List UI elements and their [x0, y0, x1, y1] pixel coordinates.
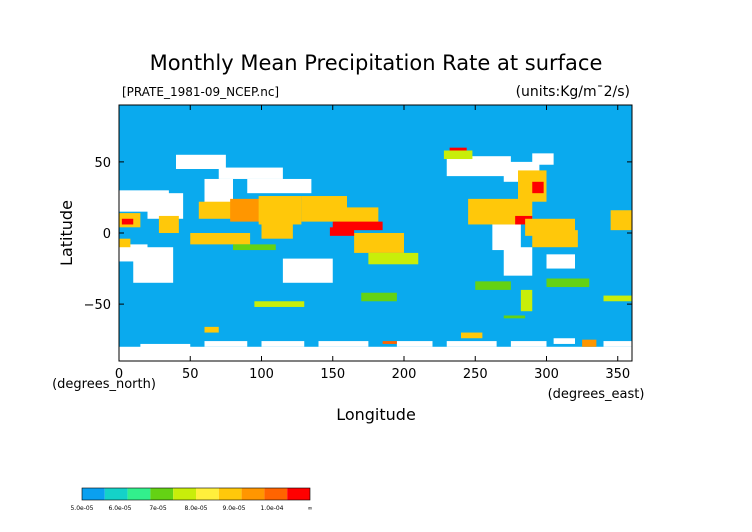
no-data-cell [492, 224, 521, 251]
precip-cell [261, 215, 293, 239]
precip-cell [443, 150, 473, 160]
no-data-cell [318, 341, 369, 347]
precip-cell [158, 215, 179, 233]
no-data-cell [510, 341, 547, 347]
y-axis-ticks: 50 0 −50 [84, 156, 632, 313]
x-tick-label: 50 [182, 367, 199, 382]
x-tick-label: 250 [463, 367, 488, 382]
x-axis-label: Longitude [336, 405, 416, 424]
precip-cell [532, 181, 544, 194]
colorbar-swatch [287, 488, 310, 500]
x-tick-label: 300 [534, 367, 559, 382]
precip-cell [532, 230, 578, 248]
precip-cell [332, 221, 383, 231]
precip-cell [354, 233, 404, 253]
no-data-cell [140, 343, 191, 350]
no-data-cell [396, 341, 433, 347]
units-label: (units:Kg/m¯2/s) [516, 84, 630, 100]
y-tick-label: 0 [103, 227, 111, 242]
x-tick-label: 100 [249, 367, 274, 382]
colorbar: 5.0e-05 6.0e-05 7e-05 8.0e-05 9.0e-05 1.0e-04… [70, 487, 313, 512]
colorbar-swatch [104, 488, 128, 500]
precip-cell [254, 301, 305, 307]
colorbar-swatch [196, 488, 219, 500]
x-tick-label: 200 [392, 367, 417, 382]
no-data-cell [546, 254, 575, 269]
x-axis-unit: (degrees_east) [548, 387, 645, 402]
no-data-cell [204, 341, 248, 347]
colorbar-swatch [82, 488, 105, 500]
precip-cell [582, 339, 597, 347]
y-tick-label: 50 [94, 156, 111, 171]
no-data-cell [119, 346, 632, 361]
colorbar-label: ∞ [308, 505, 313, 512]
precip-cell [329, 227, 355, 236]
no-data-cell [147, 193, 184, 219]
colorbar-label: 7e-05 [149, 505, 166, 512]
colorbar-swatch [218, 488, 242, 500]
x-tick-label: 350 [605, 367, 630, 382]
precip-cell [503, 315, 526, 319]
no-data-cell [247, 178, 312, 194]
precip-cell [461, 332, 483, 339]
colorbar-swatch [127, 488, 151, 500]
no-data-cell [503, 247, 533, 276]
no-data-cell [532, 153, 554, 165]
precip-cell [230, 198, 268, 222]
precip-cell [610, 210, 632, 231]
precip-cell [520, 289, 533, 312]
precip-cell [233, 244, 276, 251]
colorbar-label: 8.0e-05 [184, 505, 207, 512]
colorbar-label: 9.0e-05 [222, 505, 245, 512]
no-data-cell [119, 244, 148, 262]
no-data-cell [446, 156, 511, 177]
no-data-cell [261, 341, 305, 347]
precip-cell [603, 295, 632, 302]
no-data-cell [204, 178, 233, 205]
colorbar-label: 1.0e-04 [260, 505, 283, 512]
precip-cell [475, 281, 511, 290]
precip-cell [190, 233, 251, 245]
colorbar-swatch [150, 488, 174, 500]
colorbar-label: 5.0e-05 [70, 505, 93, 512]
y-axis-unit: (degrees_north) [52, 377, 156, 392]
x-tick-label: 150 [320, 367, 345, 382]
chart-title: Monthly Mean Precipitation Rate at surfa… [150, 51, 603, 75]
colorbar-swatch [173, 488, 196, 500]
precip-cell [198, 201, 236, 219]
precip-cell [515, 215, 533, 225]
no-data-cell [282, 258, 333, 283]
no-data-cell [218, 167, 283, 179]
no-data-cell [553, 338, 575, 344]
colorbar-swatch [241, 488, 265, 500]
x-tick-label: 0 [115, 367, 123, 382]
precip-cell [204, 326, 219, 333]
no-data-cell [603, 341, 632, 347]
file-label: [PRATE_1981-09_NCEP.nc] [122, 85, 279, 99]
precip-cell [368, 252, 419, 265]
colorbar-frame [81, 487, 311, 501]
precip-cell [382, 341, 397, 344]
heatmap-plot [118, 104, 633, 362]
colorbar-label: 6.0e-05 [108, 505, 131, 512]
y-tick-label: −50 [84, 298, 111, 313]
precip-cell [546, 278, 590, 288]
no-data-cell [446, 341, 497, 347]
x-axis-ticks: 0 50 100 150 200 250 300 350 [115, 105, 630, 382]
colorbar-swatch [264, 488, 288, 500]
precip-cell [119, 238, 131, 248]
precip-cell [121, 218, 134, 225]
no-data-cell [176, 154, 226, 169]
y-axis-label: Latitude [57, 200, 76, 266]
precip-cell [361, 292, 397, 302]
precip-cell [301, 196, 347, 222]
